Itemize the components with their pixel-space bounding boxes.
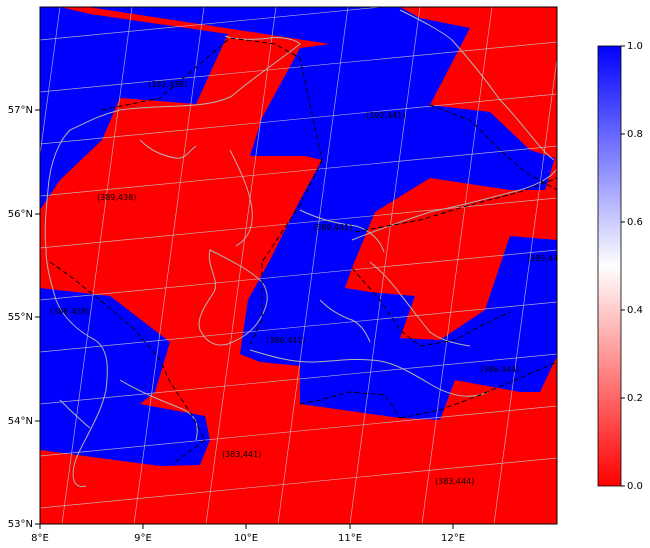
colorbar-tick-label: 0.6 [627, 217, 643, 228]
tile-label: (389,441) [313, 223, 352, 232]
colorbar-tick-label: 0.4 [627, 305, 643, 316]
colorbar-tick-label: 1.0 [627, 41, 643, 52]
colorbar: 0.0 0.2 0.4 0.6 0.8 1.0 [597, 41, 643, 492]
x-tick-label: 9°E [134, 533, 152, 544]
tile-label: (389,444) [527, 254, 566, 263]
y-axis: 53°N 54°N 55°N 56°N 57°N [8, 105, 40, 530]
tile-label: (392,438) [148, 80, 187, 89]
tile-label: (386,444) [480, 365, 519, 374]
tile-label: (386,441) [266, 336, 305, 345]
y-tick-label: 53°N [8, 519, 33, 530]
colorbar-tick-label: 0.0 [627, 481, 643, 492]
blue-region-right-bottom [455, 340, 540, 392]
colorbar-gradient [597, 45, 622, 487]
y-tick-label: 55°N [8, 312, 33, 323]
tile-boundaries [49, 37, 557, 463]
map-area: (392,438) (392,441) (389,438) (389,441) … [40, 7, 566, 524]
blue-region-top [88, 7, 557, 420]
x-tick-label: 11°E [338, 533, 362, 544]
tile-label: (392,441) [366, 111, 405, 120]
map-frame [39, 6, 558, 525]
blue-region-top-left [40, 7, 228, 210]
x-tick-label: 8°E [31, 533, 49, 544]
y-tick-label: 57°N [8, 105, 33, 116]
x-tick-label: 10°E [234, 533, 258, 544]
coastline [44, 9, 557, 487]
y-tick-label: 56°N [8, 209, 33, 220]
tile-labels: (392,438) (392,441) (389,438) (389,441) … [50, 80, 566, 486]
x-axis: 8°E 9°E 10°E 11°E 12°E [31, 524, 465, 544]
tile-label: (383,441) [222, 450, 261, 459]
y-tick-label: 54°N [8, 416, 33, 427]
colorbar-tick-label: 0.8 [627, 129, 643, 140]
tile-label: (389,438) [97, 193, 136, 202]
tile-label: (386,438) [50, 307, 89, 316]
colorbar-tick-label: 0.2 [627, 393, 643, 404]
graticule [40, 7, 557, 524]
x-tick-label: 12°E [441, 533, 465, 544]
tile-label: (383,444) [435, 477, 474, 486]
